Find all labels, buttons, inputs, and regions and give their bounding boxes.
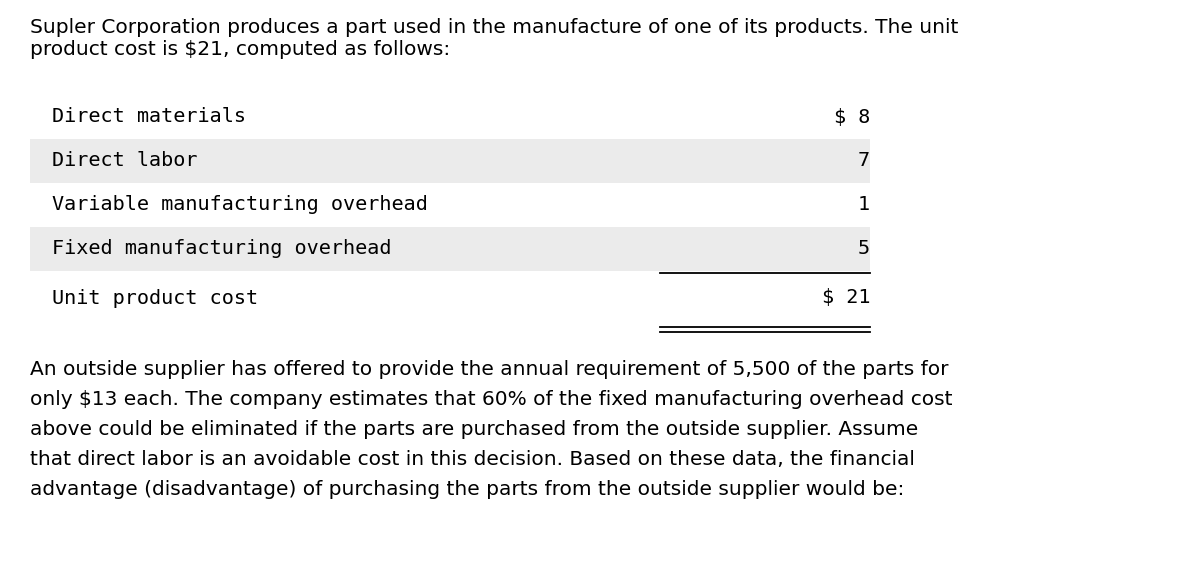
Text: Unit product cost: Unit product cost (52, 288, 258, 308)
Text: Fixed manufacturing overhead: Fixed manufacturing overhead (52, 240, 391, 258)
Text: Supler Corporation produces a part used in the manufacture of one of its product: Supler Corporation produces a part used … (30, 18, 959, 37)
Text: only $13 each. The company estimates that 60% of the fixed manufacturing overhea: only $13 each. The company estimates tha… (30, 390, 953, 409)
Text: 7: 7 (858, 152, 870, 171)
Text: advantage (disadvantage) of purchasing the parts from the outside supplier would: advantage (disadvantage) of purchasing t… (30, 480, 905, 499)
Text: Direct labor: Direct labor (52, 152, 198, 171)
Text: An outside supplier has offered to provide the annual requirement of 5,500 of th: An outside supplier has offered to provi… (30, 360, 948, 379)
Text: that direct labor is an avoidable cost in this decision. Based on these data, th: that direct labor is an avoidable cost i… (30, 450, 914, 469)
Text: product cost is $21, computed as follows:: product cost is $21, computed as follows… (30, 40, 450, 59)
Text: Variable manufacturing overhead: Variable manufacturing overhead (52, 196, 428, 214)
Text: $ 21: $ 21 (822, 288, 870, 308)
Text: Direct materials: Direct materials (52, 107, 246, 127)
Text: 1: 1 (858, 196, 870, 214)
Bar (30, 139, 870, 183)
Text: $ 8: $ 8 (834, 107, 870, 127)
Bar (30, 227, 870, 271)
Text: above could be eliminated if the parts are purchased from the outside supplier. : above could be eliminated if the parts a… (30, 420, 918, 439)
Text: 5: 5 (858, 240, 870, 258)
